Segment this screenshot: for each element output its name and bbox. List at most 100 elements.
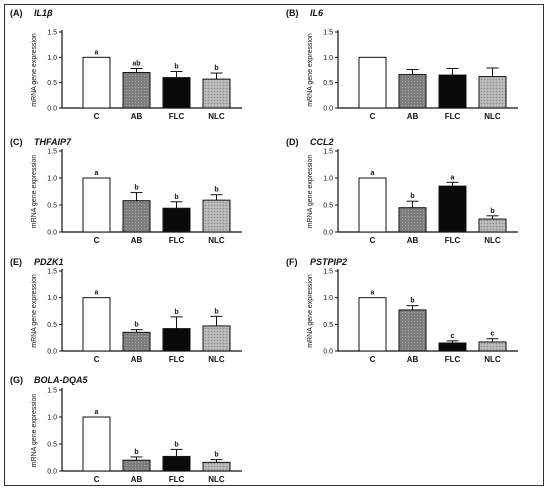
panel-label: (D)	[286, 137, 299, 147]
panel-a: (A) IL1β mRNA gene expression 0.0 0.5 1.0 1.5 a…	[10, 8, 242, 121]
x-tick-label: NLC	[484, 236, 501, 245]
bar-ab	[122, 459, 151, 472]
bar-ab	[398, 309, 427, 352]
significance-letter: a	[371, 290, 375, 297]
significance-letter: b	[214, 452, 218, 459]
x-tick-label: C	[94, 112, 100, 121]
x-tick-label: NLC	[484, 355, 501, 364]
x-tick-label: C	[370, 355, 376, 364]
bar-nlc	[202, 325, 231, 352]
significance-letter: b	[214, 308, 218, 315]
significance-letter: b	[214, 65, 218, 72]
y-tick-label: 0.5	[323, 80, 333, 87]
y-tick-label: 1.0	[47, 295, 57, 302]
x-tick-label: FLC	[445, 355, 461, 364]
bar-flc	[162, 455, 191, 472]
significance-letter: a	[95, 409, 99, 416]
bar-flc	[438, 342, 467, 352]
x-tick-label: FLC	[445, 112, 461, 121]
bar-flc	[162, 328, 191, 352]
x-tick-label: C	[370, 236, 376, 245]
y-axis-label: mRNA gene expression	[31, 33, 38, 107]
significance-letter: b	[174, 441, 178, 448]
bar-c	[82, 297, 111, 352]
x-tick-label: AB	[131, 355, 143, 364]
y-axis-label: mRNA gene expression	[307, 33, 314, 107]
bar-ab	[398, 207, 427, 233]
x-tick-label: NLC	[208, 236, 225, 245]
x-tick-label: C	[94, 475, 100, 484]
significance-letter: b	[174, 194, 178, 201]
significance-letter: b	[410, 193, 414, 200]
x-tick-label: AB	[407, 236, 419, 245]
y-tick-label: 1.5	[47, 149, 57, 156]
panel-d: (D) CCL2 mRNA gene expression 0.0 0.5 1.0 1.5 a…	[286, 137, 518, 245]
y-tick-label: 1.5	[47, 388, 57, 395]
y-tick-label: 0.5	[47, 442, 57, 449]
x-tick-label: AB	[407, 112, 419, 121]
y-tick-label: 0.0	[47, 469, 57, 476]
y-tick-label: 0.5	[47, 322, 57, 329]
bar-flc	[162, 77, 191, 109]
x-tick-label: AB	[407, 355, 419, 364]
significance-letter: a	[95, 290, 99, 297]
y-tick-label: 1.0	[323, 176, 333, 183]
x-tick-label: FLC	[169, 355, 185, 364]
bar-c	[82, 56, 111, 109]
significance-letter: b	[134, 449, 138, 456]
significance-letter: a	[95, 170, 99, 177]
y-tick-label: 1.0	[47, 55, 57, 62]
gene-title: PDZK1	[34, 257, 64, 267]
bar-nlc	[478, 341, 507, 352]
y-tick-label: 1.0	[323, 55, 333, 62]
y-tick-label: 1.5	[47, 269, 57, 276]
x-tick-label: FLC	[445, 236, 461, 245]
x-tick-label: AB	[131, 236, 143, 245]
significance-letter: b	[490, 208, 494, 215]
x-tick-label: FLC	[169, 112, 185, 121]
figure-frame	[4, 4, 544, 486]
significance-letter: b	[214, 187, 218, 194]
x-tick-label: FLC	[169, 236, 185, 245]
y-axis-label: mRNA gene expression	[307, 274, 314, 348]
bar-c	[358, 297, 387, 352]
x-tick-label: NLC	[208, 355, 225, 364]
panel-c: (C) THFAIP7 mRNA gene expression 0.0 0.5 1.0 1…	[10, 137, 242, 245]
x-tick-label: C	[94, 355, 100, 364]
panel-f: (F) PSTPIP2 mRNA gene expression 0.0 0.5 1.0 1…	[286, 257, 518, 364]
bar-nlc	[202, 461, 231, 472]
x-tick-label: FLC	[169, 475, 185, 484]
y-axis-label: mRNA gene expression	[31, 274, 38, 348]
y-tick-label: 1.5	[323, 30, 333, 37]
significance-letter: b	[134, 322, 138, 329]
bar-c	[82, 177, 111, 233]
y-tick-label: 0.0	[47, 106, 57, 113]
x-tick-label: NLC	[208, 112, 225, 121]
gene-title: CCL2	[310, 137, 334, 147]
y-tick-label: 0.0	[47, 230, 57, 237]
gene-title: THFAIP7	[34, 137, 72, 147]
y-tick-label: 1.0	[47, 176, 57, 183]
x-tick-label: NLC	[208, 475, 225, 484]
bar-c	[358, 56, 387, 109]
bar-nlc	[478, 218, 507, 233]
significance-letter: b	[410, 298, 414, 305]
y-tick-label: 0.0	[323, 230, 333, 237]
x-tick-label: AB	[131, 475, 143, 484]
y-tick-label: 1.0	[323, 295, 333, 302]
bar-flc	[438, 185, 467, 233]
y-tick-label: 0.0	[323, 106, 333, 113]
significance-letter: a	[451, 174, 455, 181]
gene-title: BOLA-DQA5	[34, 375, 88, 385]
y-tick-label: 1.5	[47, 30, 57, 37]
significance-letter: c	[451, 333, 455, 340]
y-tick-label: 1.0	[47, 415, 57, 422]
x-tick-label: AB	[131, 112, 143, 121]
gene-title: IL6	[310, 8, 324, 18]
bar-nlc	[202, 78, 231, 109]
bar-nlc	[202, 199, 231, 233]
x-tick-label: C	[370, 112, 376, 121]
y-tick-label: 0.5	[323, 322, 333, 329]
panel-label: (C)	[10, 137, 23, 147]
y-axis-label: mRNA gene expression	[31, 155, 38, 229]
